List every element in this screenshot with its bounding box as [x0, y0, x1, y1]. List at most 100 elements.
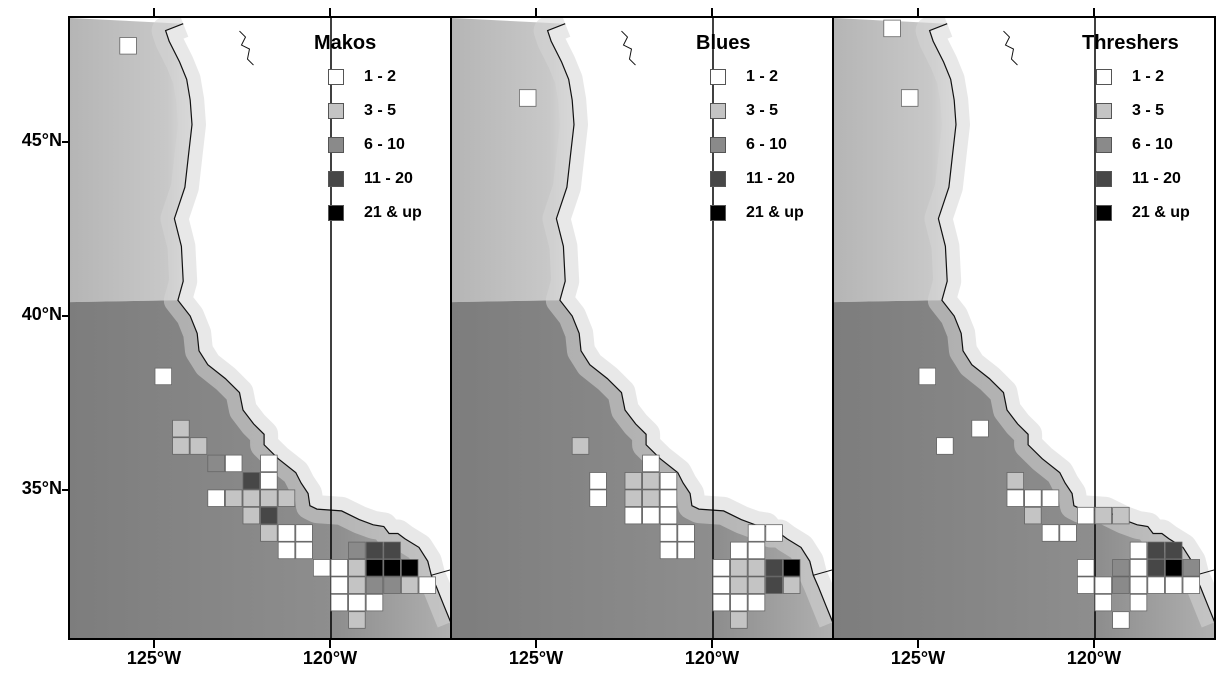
catch-cell	[747, 559, 766, 577]
catch-cell	[1147, 576, 1165, 594]
catch-cell	[519, 89, 537, 107]
ocean-north	[70, 18, 192, 303]
swatch-11-20	[328, 171, 344, 187]
catch-cell	[1024, 506, 1042, 525]
catch-cell	[1165, 576, 1183, 594]
catch-cell	[365, 559, 384, 577]
lon-label-125w: 125°W	[508, 648, 564, 668]
catch-cell	[918, 367, 937, 386]
catch-cell	[747, 593, 766, 612]
swatch-1-2	[328, 69, 344, 85]
lat-label-45n: 45°N	[21, 130, 62, 150]
catch-cell	[172, 419, 190, 438]
catch-cell	[1182, 576, 1201, 594]
legend-label: 21 & up	[364, 204, 422, 221]
swatch-11-20	[1096, 171, 1112, 187]
catch-cell	[571, 437, 590, 455]
lon-tick-bottom	[1093, 640, 1095, 648]
border-line	[431, 569, 450, 576]
catch-cell	[712, 559, 731, 577]
catch-cell	[383, 576, 401, 594]
catch-cell	[971, 419, 989, 438]
lon-label-120w: 120°W	[302, 648, 358, 668]
lon-tick-top	[153, 8, 155, 16]
lon-tick-top	[917, 8, 919, 16]
swatch-1-2	[1096, 69, 1112, 85]
catch-cell	[1094, 506, 1113, 525]
catch-cell	[207, 489, 225, 507]
legend-item-blues-3: 6 - 10	[696, 128, 836, 162]
lon-tick-top	[711, 8, 713, 16]
catch-cell	[330, 593, 349, 612]
puget-sound	[1003, 30, 1018, 66]
catch-cell	[659, 472, 678, 490]
catch-cell	[883, 19, 901, 38]
catch-cell	[172, 437, 190, 455]
legend-item-blues-5: 21 & up	[696, 196, 836, 230]
catch-cell	[659, 506, 678, 525]
legend-threshers: Threshers 1 - 2 3 - 5 6 - 10 11 - 20 21 …	[1082, 28, 1222, 230]
catch-cell	[1112, 559, 1130, 577]
lat-tick-35n	[62, 489, 70, 491]
catch-cell	[365, 593, 384, 612]
legend-item-blues-2: 3 - 5	[696, 94, 836, 128]
legend-label: 3 - 5	[364, 102, 397, 119]
legend-label: 6 - 10	[364, 136, 405, 153]
catch-cell	[348, 559, 366, 577]
legend-item-blues-4: 11 - 20	[696, 162, 836, 196]
legend-item-makos-3: 6 - 10	[314, 128, 454, 162]
catch-cell	[659, 489, 678, 507]
legend-item-threshers-1: 1 - 2	[1082, 60, 1222, 94]
lon-label-125w: 125°W	[890, 648, 946, 668]
catch-cell	[277, 489, 296, 507]
catch-cell	[400, 576, 419, 594]
catch-cell	[589, 489, 607, 507]
swatch-1-2	[710, 69, 726, 85]
lon-label-125w: 125°W	[126, 648, 182, 668]
lon-tick-top	[1093, 8, 1095, 16]
catch-cell	[659, 541, 678, 560]
swatch-21-up	[1096, 205, 1112, 221]
legend-label: 6 - 10	[1132, 136, 1173, 153]
puget-sound	[621, 30, 636, 66]
legend-item-threshers-2: 3 - 5	[1082, 94, 1222, 128]
swatch-21-up	[710, 205, 726, 221]
lon-tick-bottom	[329, 640, 331, 648]
catch-cell	[1182, 559, 1201, 577]
catch-cell	[154, 367, 173, 386]
catch-cell	[747, 541, 766, 560]
catch-cell	[589, 472, 607, 490]
catch-cell	[312, 559, 331, 577]
catch-cell	[119, 37, 137, 55]
catch-cell	[1165, 541, 1183, 560]
swatch-21-up	[328, 205, 344, 221]
legend-label: 3 - 5	[746, 102, 779, 119]
legend-item-makos-4: 11 - 20	[314, 162, 454, 196]
legend-label: 21 & up	[746, 204, 804, 221]
catch-cell	[1147, 541, 1165, 560]
catch-cell	[1094, 576, 1113, 594]
ocean-north	[452, 18, 574, 303]
legend-blues: Blues 1 - 2 3 - 5 6 - 10 11 - 20 21 & up	[696, 28, 836, 230]
catch-cell	[1129, 541, 1148, 560]
catch-cell	[1006, 489, 1025, 507]
catch-cell	[295, 541, 313, 560]
lon-tick-top	[535, 8, 537, 16]
legend-label: 1 - 2	[1132, 68, 1165, 85]
swatch-3-5	[710, 103, 726, 119]
catch-cell	[295, 524, 313, 542]
catch-cell	[936, 437, 954, 455]
catch-cell	[712, 576, 731, 594]
catch-cell	[365, 576, 384, 594]
legend-item-threshers-4: 11 - 20	[1082, 162, 1222, 196]
catch-cell	[260, 472, 278, 490]
swatch-3-5	[1096, 103, 1112, 119]
catch-cell	[260, 524, 278, 542]
map-content	[452, 18, 832, 638]
map-content	[70, 18, 450, 638]
catch-cell	[1024, 489, 1042, 507]
swatch-3-5	[328, 103, 344, 119]
catch-cell	[642, 489, 660, 507]
